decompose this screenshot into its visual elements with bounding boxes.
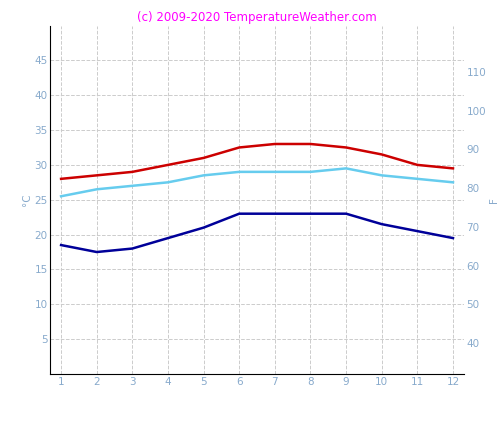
Title: (c) 2009-2020 TemperatureWeather.com: (c) 2009-2020 TemperatureWeather.com (137, 11, 377, 24)
Y-axis label: °C: °C (22, 193, 32, 206)
Y-axis label: F: F (489, 197, 499, 203)
